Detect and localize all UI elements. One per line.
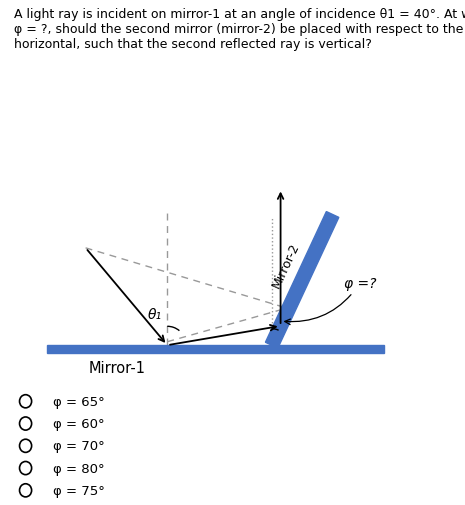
Text: Mirror-2: Mirror-2 <box>269 240 301 289</box>
Text: φ =?: φ =? <box>285 276 376 325</box>
Polygon shape <box>266 212 339 348</box>
Text: horizontal, such that the second reflected ray is vertical?: horizontal, such that the second reflect… <box>14 38 372 51</box>
Text: φ = ?, should the second mirror (mirror-2) be placed with respect to the: φ = ?, should the second mirror (mirror-… <box>14 23 463 36</box>
Text: φ = 70°: φ = 70° <box>53 439 105 452</box>
Text: θ₁: θ₁ <box>148 308 162 322</box>
Text: Mirror-1: Mirror-1 <box>88 361 145 376</box>
Polygon shape <box>47 345 384 353</box>
Text: φ = 75°: φ = 75° <box>53 484 106 497</box>
Text: φ = 80°: φ = 80° <box>53 462 105 475</box>
Text: φ = 65°: φ = 65° <box>53 395 105 408</box>
Text: φ = 60°: φ = 60° <box>53 417 105 430</box>
Text: A light ray is incident on mirror-1 at an angle of incidence θ1 = 40°. At what a: A light ray is incident on mirror-1 at a… <box>14 8 465 21</box>
